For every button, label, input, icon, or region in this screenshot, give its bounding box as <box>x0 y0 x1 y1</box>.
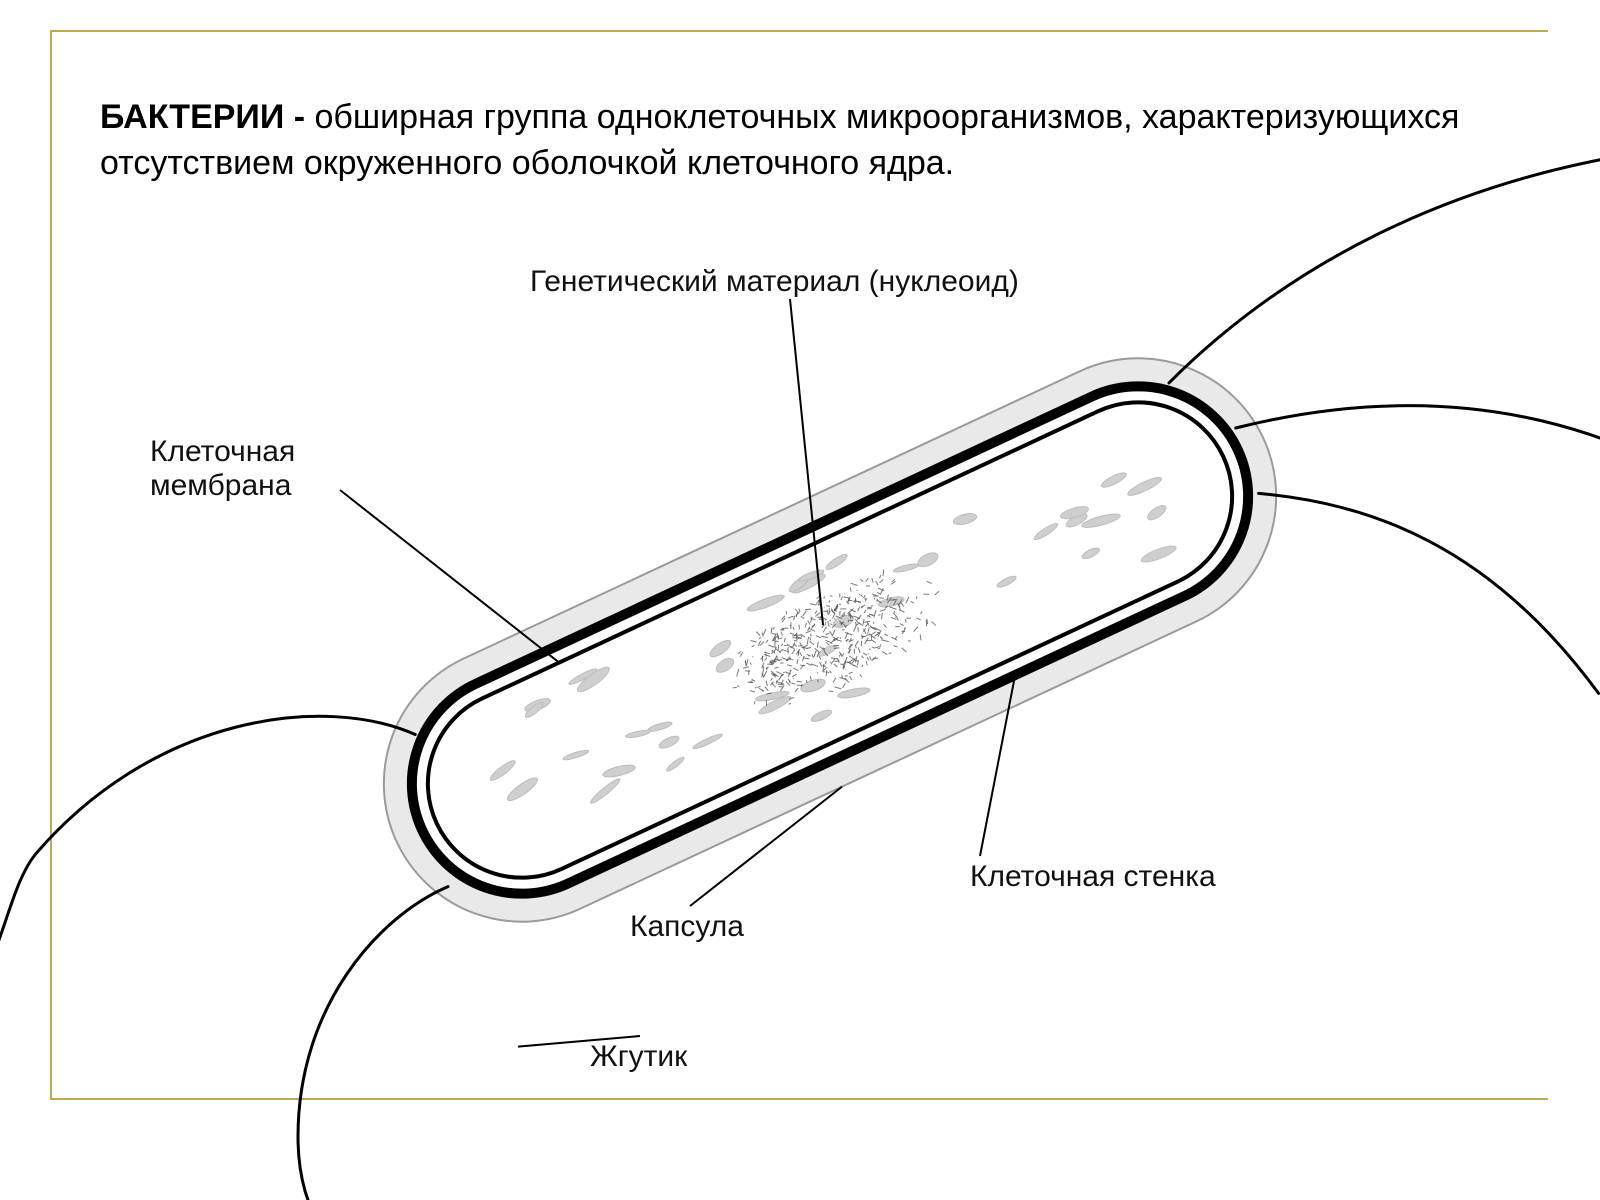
diagram-svg <box>100 210 1500 1090</box>
label-membrane: Клеточная мембрана <box>150 435 295 503</box>
term: БАКТЕРИИ - <box>100 98 315 136</box>
bacteria-diagram: Генетический материал (нуклеоид) Клеточна… <box>100 210 1500 1090</box>
flagellum <box>298 887 448 1200</box>
label-wall: Клеточная стенка <box>970 860 1216 894</box>
label-capsule: Капсула <box>630 910 744 944</box>
definition-paragraph: БАКТЕРИИ - обширная группа одноклеточных… <box>100 95 1500 187</box>
label-flagellum: Жгутик <box>590 1040 687 1074</box>
label-nucleoid: Генетический материал (нуклеоид) <box>530 265 1019 299</box>
leader-membrane <box>340 490 559 663</box>
